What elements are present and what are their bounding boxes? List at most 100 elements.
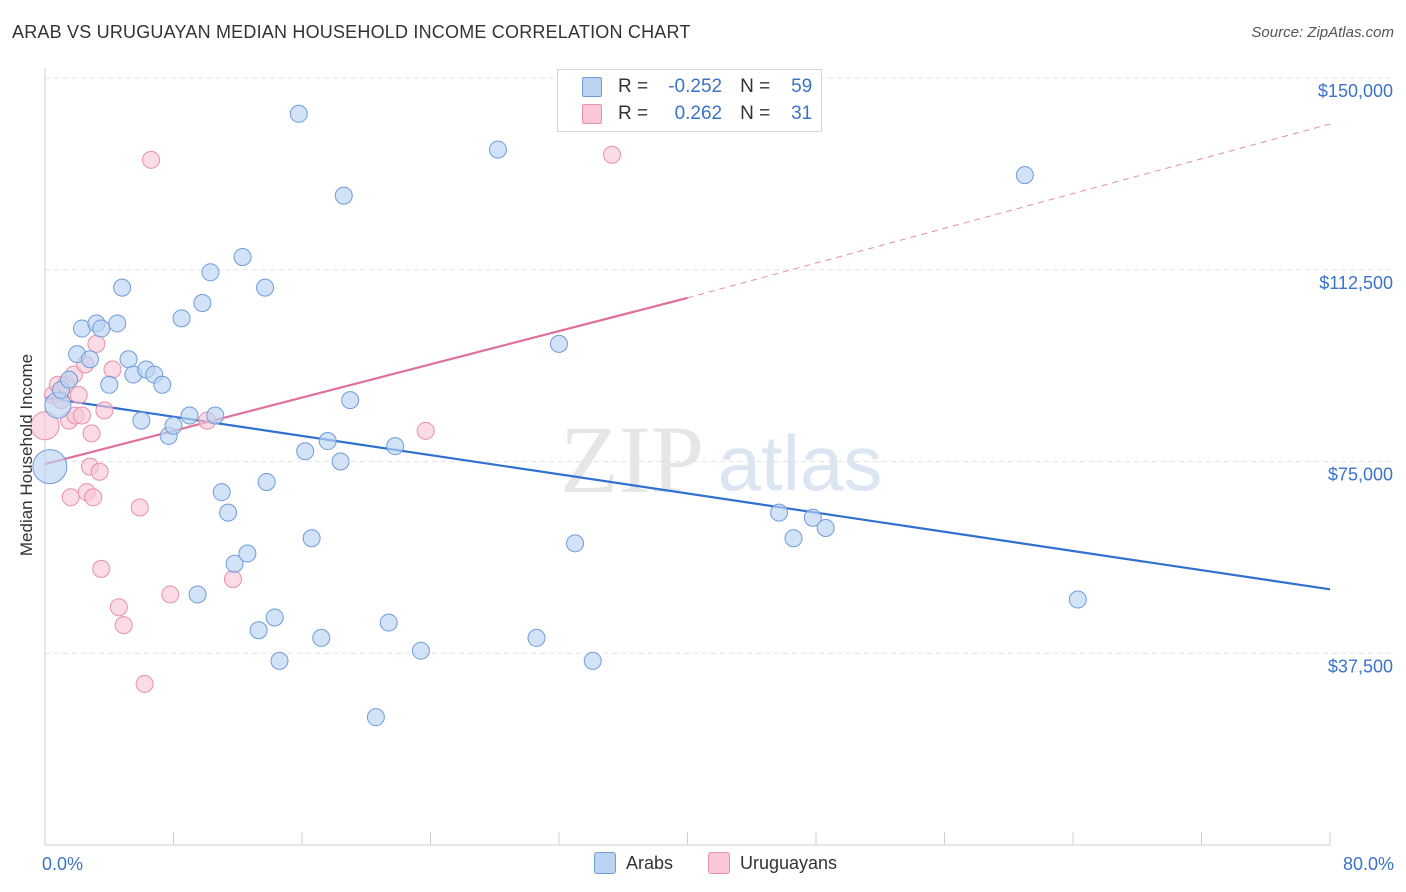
arab-point [784,529,803,548]
trendline-arabs [44,396,1331,591]
arab-point [206,406,225,425]
arab-point [770,503,789,522]
arab-point [379,613,398,632]
arab-point [60,370,79,389]
uruguayan-point [30,411,60,441]
arab-point [193,293,212,312]
arab-point [386,437,405,456]
uruguayan-point [82,424,101,443]
arabs-legend-label: Arabs [626,852,674,873]
arab-point [366,708,385,727]
watermark: ZIP atlas [560,406,882,513]
arab-point [108,314,127,333]
arab-point [219,503,238,522]
correlation-legend: R = -0.252 N = 59 R = 0.262 N = 31 [557,69,822,132]
arab-point [100,375,119,394]
uruguayan-point [84,488,103,507]
chart-title: ARAB VS URUGUAYAN MEDIAN HOUSEHOLD INCOM… [12,22,691,42]
source-prefix: Source: [1251,24,1308,41]
y-tick-label: $112,500 [1319,273,1393,293]
arab-point [816,518,835,537]
source-credit: Source: ZipAtlas.com [1251,24,1394,41]
arab-point [225,554,244,573]
arab-point [180,406,199,425]
uruguayan-point [416,421,435,440]
arab-point [334,186,353,205]
uruguayan-point [72,406,91,425]
uruguayan-point [109,598,128,617]
uruguayan-point [90,462,109,481]
x-tick-label-min: 0.0% [42,854,83,874]
legend-r-label: R = [618,76,649,97]
uruguayan-point [114,616,133,635]
series-legend: Arabs Uruguayans [0,852,1406,878]
arab-point [188,585,207,604]
x-tick-label-max: 80.0% [1343,854,1394,874]
source-name[interactable]: ZipAtlas.com [1307,24,1394,41]
uruguayans-legend-swatch [708,852,730,874]
y-tick-label: $75,000 [1328,465,1393,485]
arab-point [318,432,337,451]
arab-point [257,472,276,491]
arab-point [172,309,191,328]
uruguayan-point [69,386,88,405]
arab-point [566,534,585,553]
uruguayans-swatch [582,104,602,124]
uruguayan-point [142,150,161,169]
arab-point [411,641,430,660]
data-points [30,104,1087,727]
legend-item-uruguayans[interactable]: Uruguayans [708,852,837,874]
uruguayan-point [603,145,622,164]
arabs-legend-swatch [594,852,616,874]
uruguayan-point [130,498,149,517]
arab-point [331,452,350,471]
y-axis-label: Median Household Income [17,353,36,557]
arab-point [302,529,321,548]
arab-point [201,263,220,282]
arab-point [92,319,111,338]
arab-point [803,508,822,527]
legend-n-label: N = [740,76,771,97]
arab-point [238,544,257,563]
arab-point [341,391,360,410]
uruguayan-point [61,488,80,507]
trendlines [44,123,1331,591]
arab-point [312,628,331,647]
legend-item-arabs[interactable]: Arabs [594,852,673,874]
arabs-r-value: -0.252 [668,76,723,97]
arab-point [233,247,252,266]
arab-point [113,278,132,297]
arab-point [289,104,308,123]
uruguayan-point [95,401,114,420]
tick-labels: $37,500 $75,000 $112,500 $150,000 0.0% 80.0% [42,81,1394,874]
arab-point [550,334,568,353]
legend-row-arabs: R = -0.252 N = 59 [582,75,812,99]
legend-row-uruguayans: R = 0.262 N = 31 [582,102,812,126]
uruguayan-point [92,559,111,578]
watermark-zip: ZIP [560,406,704,513]
legend-n-label: N = [740,103,771,124]
gridlines [45,77,1395,654]
arab-point [80,350,99,369]
uruguayans-legend-label: Uruguayans [740,852,838,873]
y-tick-label: $150,000 [1318,81,1393,101]
arab-point [265,608,284,627]
arab-point [1068,590,1087,609]
arab-point [1015,166,1034,185]
trendline-uruguayans [44,296,688,466]
uruguayan-point [223,570,242,589]
arab-point [153,375,172,394]
arab-point [296,442,315,461]
arab-point [32,449,68,485]
arab-point [164,416,183,435]
uruguayan-point [103,360,122,379]
arab-point [212,483,231,502]
uruguayans-r-value: 0.262 [674,103,723,124]
arab-point [132,411,151,430]
arabs-n-value: 59 [791,76,813,97]
uruguayan-point [87,334,106,353]
uruguayans-n-value: 31 [791,103,813,124]
arab-point [270,651,289,670]
watermark-atlas: atlas [718,419,883,507]
